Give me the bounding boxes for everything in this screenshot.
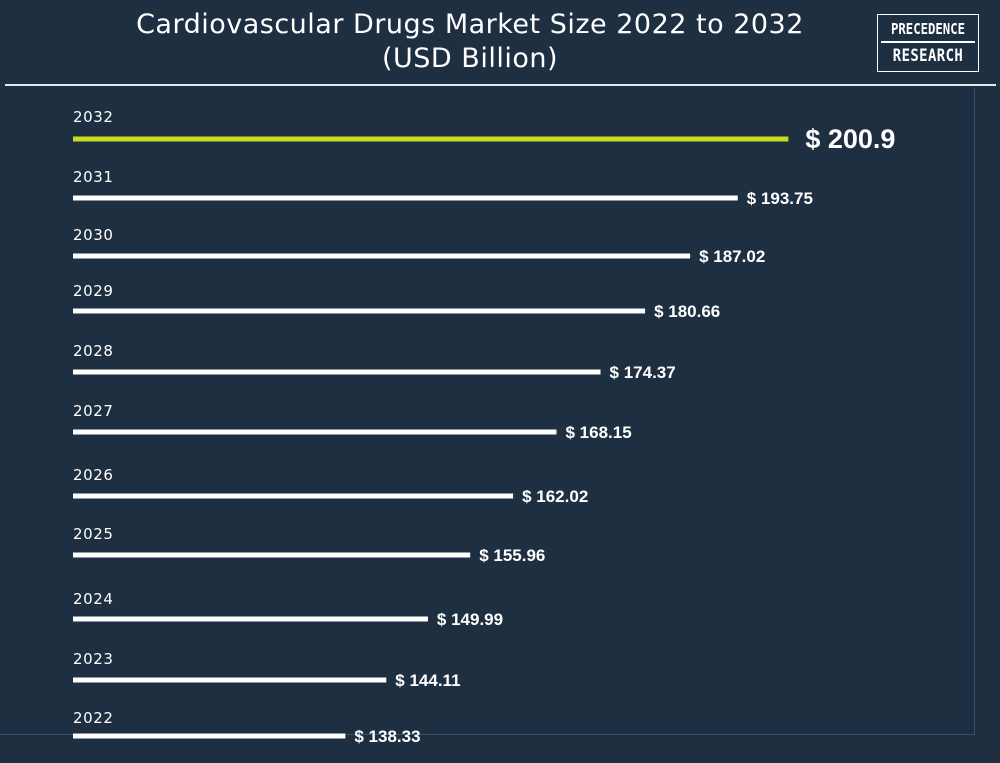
precedence-research-logo: PRECEDENCE RESEARCH <box>877 14 979 72</box>
frame-border-bottom <box>0 734 975 735</box>
bar-2032 <box>73 136 789 142</box>
chart-title-line-2: (USD Billion) <box>381 43 558 74</box>
chart-title-line-1: Cardiovascular Drugs Market Size 2022 to… <box>136 9 804 40</box>
frame-border-right <box>974 88 975 734</box>
bar-2024 <box>73 616 428 622</box>
year-label-2027: 2027 <box>73 402 114 420</box>
year-label-2023: 2023 <box>73 650 114 668</box>
year-label-2026: 2026 <box>73 466 114 484</box>
logo-separator <box>881 41 975 43</box>
bar-2027 <box>73 429 557 435</box>
year-label-2031: 2031 <box>73 168 114 186</box>
year-label-2022: 2022 <box>73 709 114 727</box>
year-label-2024: 2024 <box>73 590 114 608</box>
value-label-2023: $ 144.11 <box>395 671 460 690</box>
logo-line-2: RESEARCH <box>892 45 964 66</box>
bar-2025 <box>73 552 471 558</box>
bar-2028 <box>73 369 601 375</box>
bar-2022 <box>73 733 346 739</box>
value-label-2032: $ 200.9 <box>805 124 895 154</box>
logo-line-1: PRECEDENCE <box>890 20 966 38</box>
year-label-2025: 2025 <box>73 525 114 543</box>
year-label-2028: 2028 <box>73 342 114 360</box>
bar-2029 <box>73 308 646 314</box>
title-divider <box>5 84 996 86</box>
year-label-2030: 2030 <box>73 226 114 244</box>
chart-title: Cardiovascular Drugs Market Size 2022 to… <box>40 8 900 76</box>
year-label-2029: 2029 <box>73 282 114 300</box>
value-label-2031: $ 193.75 <box>747 189 813 208</box>
value-label-2027: $ 168.15 <box>566 423 632 442</box>
value-label-2022: $ 138.33 <box>354 727 420 746</box>
year-label-2032: 2032 <box>73 108 114 126</box>
bar-2030 <box>73 253 691 259</box>
bar-2023 <box>73 677 387 683</box>
value-label-2024: $ 149.99 <box>437 610 503 629</box>
bar-2026 <box>73 493 514 499</box>
value-label-2025: $ 155.96 <box>479 546 545 565</box>
bar-2031 <box>73 195 738 201</box>
value-label-2029: $ 180.66 <box>654 302 720 321</box>
value-label-2026: $ 162.02 <box>522 487 588 506</box>
value-label-2028: $ 174.37 <box>610 363 676 382</box>
value-label-2030: $ 187.02 <box>699 247 765 266</box>
